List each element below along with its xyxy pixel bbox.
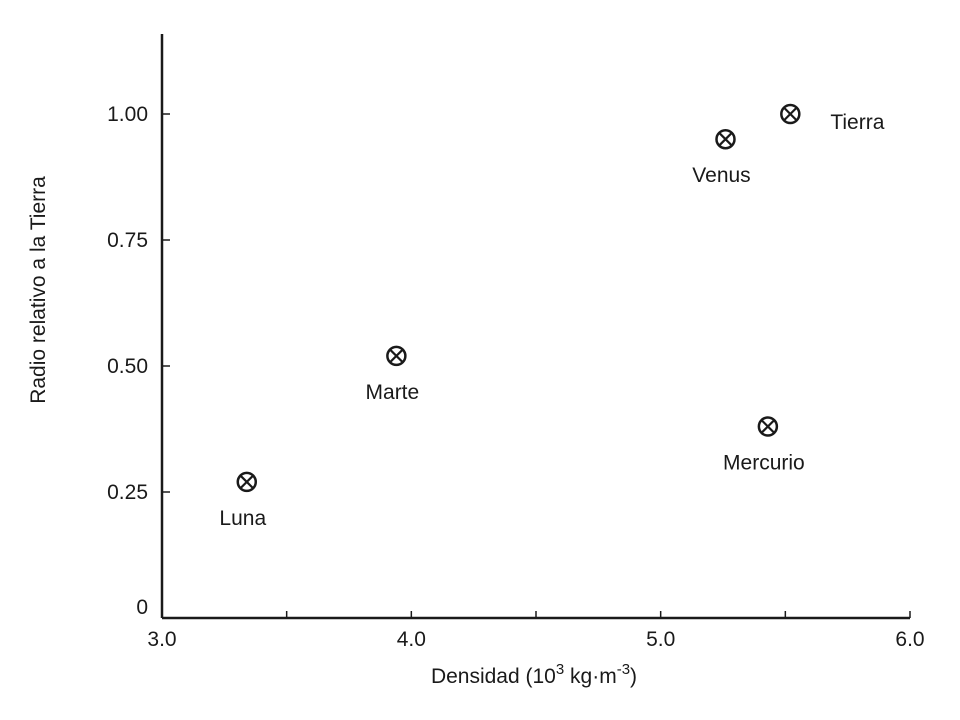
axes bbox=[160, 34, 910, 620]
x-axis-title: Densidad (103 kg·m-3) bbox=[431, 661, 637, 688]
data-point-mercurio bbox=[757, 416, 779, 437]
y-tick-label: 0.50 bbox=[107, 355, 148, 378]
data-point-tierra bbox=[780, 103, 801, 125]
x-axis-title-exponent-1: 3 bbox=[556, 661, 564, 678]
marker-cross bbox=[760, 419, 776, 434]
x-tick-label: 6.0 bbox=[895, 628, 924, 651]
point-labels: Luna Marte Venus Tierra Mercurio bbox=[219, 111, 884, 530]
data-point-venus bbox=[715, 128, 736, 150]
data-point-luna bbox=[236, 471, 258, 493]
x-tick-label: 4.0 bbox=[397, 628, 426, 651]
x-axis-title-exponent-2: -3 bbox=[617, 661, 630, 678]
y-tick-label: 0.25 bbox=[107, 481, 148, 504]
marker-cross bbox=[239, 474, 254, 490]
x-tick-label: 3.0 bbox=[147, 628, 176, 651]
y-axis-title: Radio relativo a la Tierra bbox=[27, 176, 50, 404]
x-axis-title-unit: kg·m bbox=[564, 665, 617, 688]
x-axis-ticks: 3.0 4.0 5.0 6.0 bbox=[147, 611, 925, 651]
point-label-luna: Luna bbox=[219, 507, 266, 530]
x-axis-title-end: ) bbox=[630, 665, 637, 688]
point-label-mercurio: Mercurio bbox=[723, 451, 805, 474]
x-axis-title-main: Densidad (10 bbox=[431, 665, 556, 688]
data-points bbox=[236, 103, 801, 493]
y-tick-label: 0 bbox=[136, 596, 148, 619]
point-label-marte: Marte bbox=[366, 381, 420, 404]
y-tick-label: 0.75 bbox=[107, 229, 148, 252]
marker-cross bbox=[783, 106, 798, 122]
x-tick-label: 5.0 bbox=[646, 628, 675, 651]
point-label-venus: Venus bbox=[692, 164, 750, 187]
marker-cross bbox=[389, 348, 404, 364]
marker-cross bbox=[718, 132, 733, 147]
y-tick-label: 1.00 bbox=[107, 103, 148, 126]
point-label-tierra: Tierra bbox=[830, 111, 884, 134]
data-point-marte bbox=[386, 345, 407, 367]
y-axis-ticks: 0 0.25 0.50 0.75 1.00 bbox=[107, 103, 170, 619]
